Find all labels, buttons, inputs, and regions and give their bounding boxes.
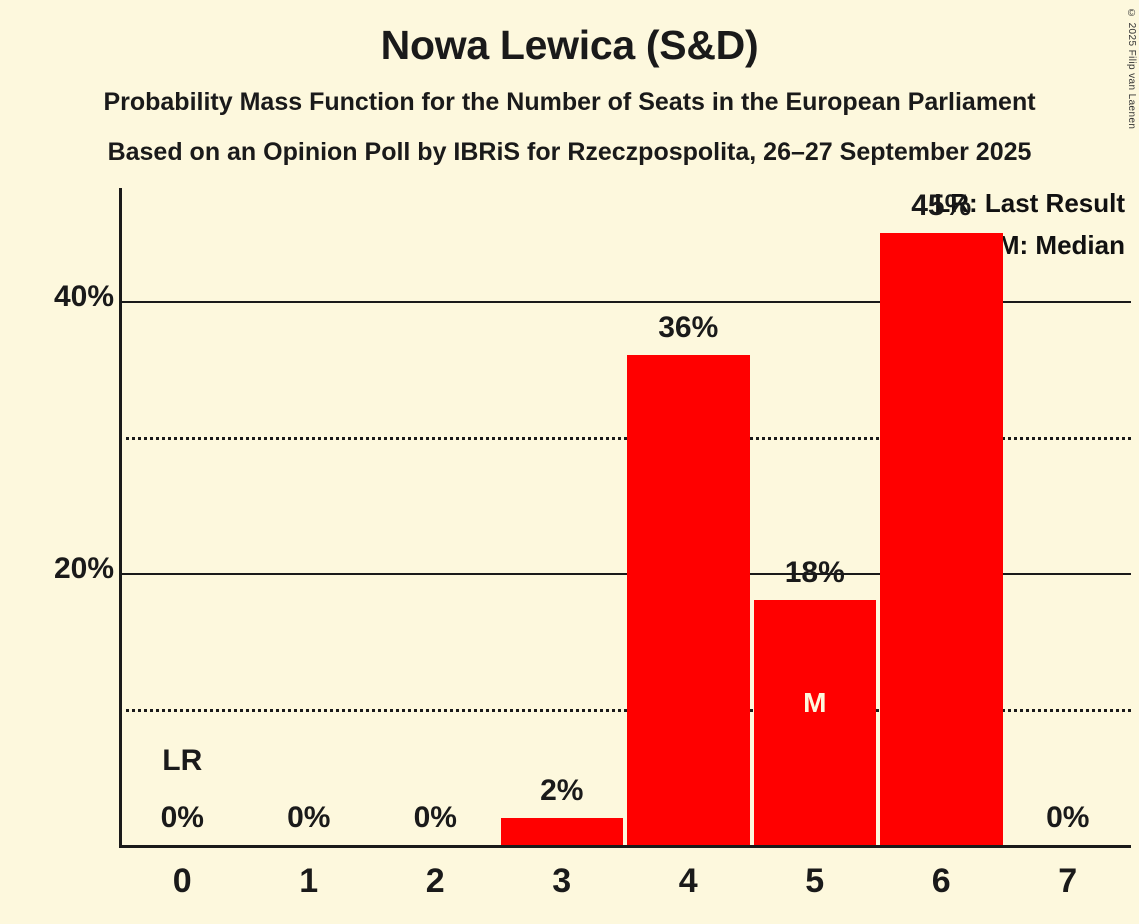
last-result-marker: LR: [162, 744, 203, 777]
chart-subtitle-source: Based on an Opinion Poll by IBRiS for Rz…: [107, 138, 1032, 166]
bar-value-label-seat-3: 2%: [540, 773, 584, 807]
bar-value-label-seat-6: 45%: [911, 189, 972, 222]
x-axis-tick-label-5: 5: [805, 862, 825, 900]
bar-value-label-seat-7: 0%: [1046, 801, 1090, 834]
bar-seat-3[interactable]: [500, 817, 623, 845]
legend-item-median: M: Median: [997, 230, 1125, 260]
y-axis-line: [119, 188, 122, 848]
y-axis-tick-label: 20%: [53, 552, 114, 585]
y-axis-tick-label: 40%: [53, 280, 114, 313]
bar-value-label-seat-4: 36%: [658, 311, 719, 345]
bar-seat-4[interactable]: [627, 355, 750, 845]
bar-seat-6[interactable]: [880, 233, 1003, 845]
chart-legend: LR: Last Result M: Median: [934, 182, 1125, 266]
x-axis-line: [119, 845, 1131, 848]
x-axis-tick-label-2: 2: [425, 862, 445, 900]
x-axis-tick-label-7: 7: [1058, 862, 1078, 900]
x-axis-ticks: 0 1 2 3 4 5 6 7: [119, 862, 1131, 912]
bar-value-label-seat-2: 0%: [413, 801, 457, 834]
x-axis-tick-label-3: 3: [552, 862, 572, 900]
x-axis-tick-label-0: 0: [172, 862, 192, 900]
chart-title: Nowa Lewica (S&D): [380, 22, 759, 68]
bar-value-label-seat-1: 0%: [287, 801, 331, 834]
median-marker: M: [803, 686, 827, 718]
bar-seat-5[interactable]: [753, 600, 876, 845]
chart-subtitle-primary: Probability Mass Function for the Number…: [103, 88, 1036, 116]
bar-value-label-seat-5: 18%: [784, 556, 845, 590]
gridline-solid-20: [119, 573, 1131, 575]
gridline-dotted-10: [119, 709, 1131, 712]
copyright-notice: © 2025 Filip van Laenen: [1126, 8, 1137, 130]
x-axis-tick-label-4: 4: [678, 862, 698, 900]
bar-value-label-seat-0: 0%: [160, 801, 204, 834]
gridline-dotted-30: [119, 437, 1131, 440]
legend-item-last-result: LR: Last Result: [934, 188, 1125, 218]
gridline-solid-40: [119, 301, 1131, 303]
x-axis-tick-label-6: 6: [931, 862, 951, 900]
plot-area: [119, 188, 1131, 846]
x-axis-tick-label-1: 1: [299, 862, 319, 900]
